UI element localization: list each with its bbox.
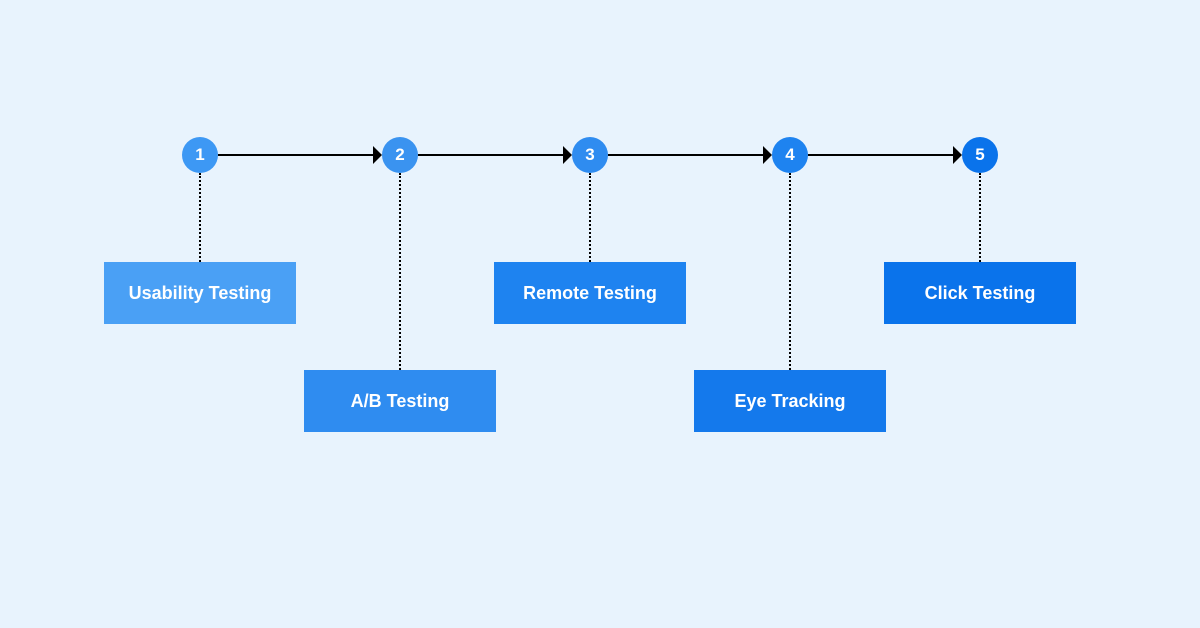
- step-circle-3: 3: [572, 137, 608, 173]
- step-label-box-5: Click Testing: [884, 262, 1076, 324]
- step-circle-5: 5: [962, 137, 998, 173]
- step-label-box-4: Eye Tracking: [694, 370, 886, 432]
- step-label-text: Remote Testing: [523, 283, 657, 304]
- arrow-edge: [608, 146, 772, 164]
- step-number: 2: [395, 145, 404, 165]
- step-label-box-1: Usability Testing: [104, 262, 296, 324]
- step-label-text: Usability Testing: [129, 283, 272, 304]
- diagram-canvas: 1 Usability Testing 2 A/B Testing 3 Remote Te…: [0, 0, 1200, 628]
- step-circle-4: 4: [772, 137, 808, 173]
- dotted-connector: [399, 173, 401, 370]
- step-label-text: Eye Tracking: [734, 391, 845, 412]
- step-number: 1: [195, 145, 204, 165]
- arrow-edge: [808, 146, 962, 164]
- dotted-connector: [789, 173, 791, 370]
- step-circle-2: 2: [382, 137, 418, 173]
- step-number: 3: [585, 145, 594, 165]
- step-label-text: A/B Testing: [351, 391, 450, 412]
- arrow-edge: [418, 146, 572, 164]
- arrow-edge: [218, 146, 382, 164]
- dotted-connector: [589, 173, 591, 262]
- step-number: 5: [975, 145, 984, 165]
- step-label-box-2: A/B Testing: [304, 370, 496, 432]
- step-number: 4: [785, 145, 794, 165]
- dotted-connector: [199, 173, 201, 262]
- step-label-box-3: Remote Testing: [494, 262, 686, 324]
- dotted-connector: [979, 173, 981, 262]
- step-circle-1: 1: [182, 137, 218, 173]
- step-label-text: Click Testing: [925, 283, 1036, 304]
